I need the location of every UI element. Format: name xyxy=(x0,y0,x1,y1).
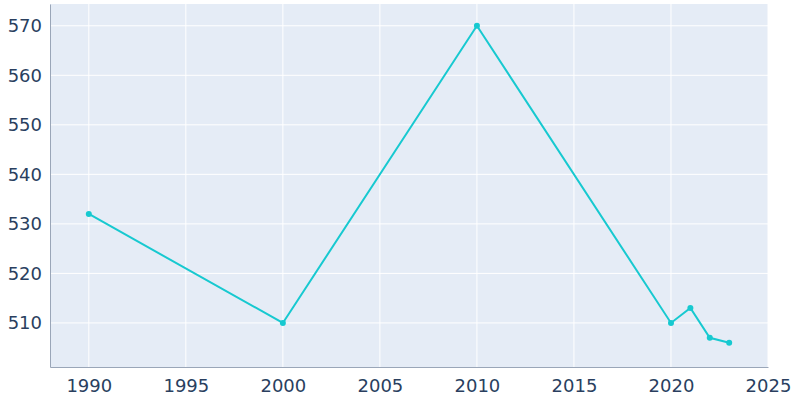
grid-line-x xyxy=(282,4,283,367)
chart: 1990 1995 2000 2005 2010 2015 2020 2025 510 520 53… xyxy=(0,0,800,400)
plot-background xyxy=(50,4,768,367)
grid-line-y xyxy=(50,322,768,323)
tick: 2015 xyxy=(552,367,598,396)
tick-label: 2010 xyxy=(455,375,501,396)
series xyxy=(86,23,732,346)
tick: 1995 xyxy=(163,367,209,396)
tick-label: 560 xyxy=(8,65,42,86)
y-axis: 510 520 530 540 550 560 570 xyxy=(8,5,51,368)
tick: 540 xyxy=(8,164,50,185)
marker xyxy=(726,340,732,346)
tick-label: 510 xyxy=(8,312,42,333)
grid-line-y xyxy=(50,25,768,26)
marker xyxy=(474,23,480,29)
marker xyxy=(280,320,286,326)
plot: 1990 1995 2000 2005 2010 2015 2020 2025 510 520 53… xyxy=(8,4,792,396)
grid-line-y xyxy=(50,174,768,175)
tick: 550 xyxy=(8,114,50,135)
marker xyxy=(86,211,92,217)
grid-line-y xyxy=(50,273,768,274)
tick: 510 xyxy=(8,312,50,333)
tick-label: 2015 xyxy=(552,375,598,396)
grid-line-x xyxy=(379,4,380,367)
tick-label: 2025 xyxy=(746,375,792,396)
grid-line-x xyxy=(670,4,671,367)
grid-line-x xyxy=(476,4,477,367)
tick: 2025 xyxy=(746,367,792,396)
grid-line-x xyxy=(573,4,574,367)
x-axis: 1990 1995 2000 2005 2010 2015 2020 2025 xyxy=(51,367,792,396)
tick-label: 540 xyxy=(8,164,42,185)
marker xyxy=(687,305,693,311)
tick-label: 2005 xyxy=(357,375,403,396)
grid xyxy=(50,4,768,367)
axis-line xyxy=(50,5,51,368)
tick-label: 570 xyxy=(8,15,42,36)
tick-label: 530 xyxy=(8,213,42,234)
axis-line xyxy=(51,367,769,368)
tick-label: 1990 xyxy=(66,375,112,396)
tick-label: 2000 xyxy=(260,375,306,396)
marker xyxy=(668,320,674,326)
tick: 1990 xyxy=(66,367,112,396)
grid-line-x xyxy=(768,4,769,367)
tick: 2020 xyxy=(649,367,695,396)
tick-label: 520 xyxy=(8,263,42,284)
tick: 570 xyxy=(8,15,50,36)
tick-label: 2020 xyxy=(649,375,695,396)
grid-line-y xyxy=(50,223,768,224)
grid-line-y xyxy=(50,124,768,125)
grid-line-x xyxy=(88,4,89,367)
tick: 560 xyxy=(8,65,50,86)
line xyxy=(89,26,729,343)
tick: 530 xyxy=(8,213,50,234)
tick: 2000 xyxy=(260,367,306,396)
tick-label: 550 xyxy=(8,114,42,135)
grid-line-x xyxy=(185,4,186,367)
grid-line-y xyxy=(50,75,768,76)
tick: 520 xyxy=(8,263,50,284)
marker xyxy=(707,335,713,341)
tick: 2005 xyxy=(357,367,403,396)
tick: 2010 xyxy=(455,367,501,396)
tick-label: 1995 xyxy=(163,375,209,396)
